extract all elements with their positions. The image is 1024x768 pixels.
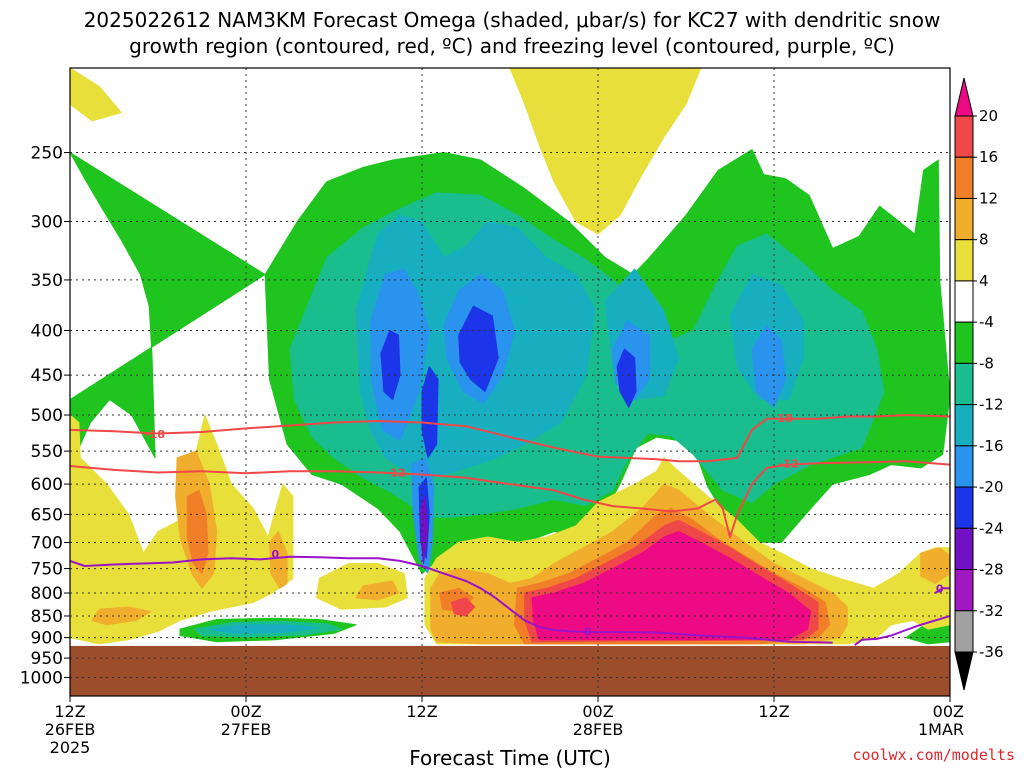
freezing-level-contour (70, 555, 833, 644)
colorbar-seg-3 (954, 197, 974, 241)
xtick-label-60-0: 00Z (933, 702, 964, 721)
ytick-label-600: 600 (31, 475, 63, 495)
colorbar-seg-12 (954, 569, 974, 612)
colorbar-label-12: -32 (979, 602, 1004, 620)
colorbar-seg-11 (954, 527, 974, 571)
colorbar-label-3: 8 (979, 231, 989, 249)
colorbar-seg-13 (954, 610, 974, 653)
ytick-label-400: 400 (31, 322, 63, 342)
ytick-label-300: 300 (31, 213, 63, 233)
colorbar-seg-8 (954, 404, 974, 447)
site-credit: coolwx.com/modelts (852, 746, 1015, 764)
freezing-level-contour-3 (934, 587, 950, 594)
ytick-label-500: 500 (31, 406, 63, 426)
omega-region-4b (70, 68, 122, 122)
chart-title-line-2: growth region (contoured, red, ºC) and f… (129, 34, 895, 58)
colorbar-label-7: -12 (979, 396, 1004, 414)
omega-region-8b (269, 531, 288, 589)
omega-region-20 (531, 531, 812, 641)
colorbar-label-11: -28 (979, 561, 1004, 579)
ytick-label-700: 700 (31, 533, 63, 553)
colorbar-label-1: 16 (979, 148, 998, 166)
colorbar-seg-6 (954, 321, 974, 364)
dendritic-label--18-b: -18 (773, 412, 793, 425)
plot-frame (69, 67, 951, 697)
xtick-label-0-0: 12Z (54, 702, 85, 721)
colorbar-seg-9 (954, 445, 974, 488)
ytick-label-650: 650 (31, 505, 63, 525)
colorbar-label-8: -16 (979, 437, 1004, 455)
dendritic-label--12: -12 (386, 467, 406, 480)
xtick-label-48-0: 12Z (758, 702, 789, 721)
colorbar-seg-1 (954, 115, 974, 158)
dendritic-label--12-b: -12 (779, 457, 799, 470)
colorbar-seg-7 (954, 362, 974, 406)
dendritic-contour--18 (70, 414, 950, 463)
colorbar-seg-2 (954, 156, 974, 199)
colorbar-label-6: -8 (979, 354, 994, 372)
colorbar-label-5: -4 (979, 313, 994, 331)
xtick-label-12-0: 00Z (230, 702, 261, 721)
xtick-label-24-0: 12Z (406, 702, 437, 721)
dendritic-contour--12 (70, 460, 950, 538)
xtick-label-0-1: 26FEB (45, 720, 96, 739)
freezing-level-label: 0 (272, 548, 280, 561)
colorbar: 20 16 12 8 4 -4 -8 -12 -16 -20 -24 -28 -32 -36 (954, 77, 1004, 691)
ytick-label-450: 450 (31, 366, 63, 386)
grid-lines (69, 68, 951, 696)
colorbar-label-13: -36 (979, 643, 1004, 661)
ytick-label-250: 250 (31, 144, 63, 164)
omega-shading (70, 68, 950, 645)
omega-region-8d (355, 580, 399, 601)
freezing-level-label-b: 0 (584, 626, 592, 639)
xtick-label-0-2: 2025 (50, 738, 91, 757)
colorbar-label-0: 20 (979, 107, 998, 125)
omega-region-16 (450, 597, 476, 617)
colorbar-label-10: -24 (979, 519, 1004, 537)
ytick-label-900: 900 (31, 629, 63, 649)
contour-labels: -18 -12 -18 -12 0 0 0 (145, 412, 944, 639)
ytick-label-950: 950 (31, 649, 63, 669)
freezing-level-contour-2 (854, 615, 950, 646)
xtick-label-36-0: 00Z (582, 702, 613, 721)
colorbar-seg-bottom (954, 651, 974, 691)
ytick-label-550: 550 (31, 442, 63, 462)
chart-title-line-1: 2025022612 NAM3KM Forecast Omega (shaded… (84, 8, 941, 32)
xtick-label-36-1: 28FEB (573, 720, 624, 739)
colorbar-seg-10 (954, 486, 974, 529)
colorbar-seg-5 (954, 280, 974, 323)
colorbar-label-2: 12 (979, 189, 998, 207)
ground-surface (70, 645, 950, 696)
omega-region--16d (208, 624, 320, 634)
ytick-label-850: 850 (31, 607, 63, 627)
omega-region--20 (370, 268, 430, 442)
colorbar-seg-4 (954, 239, 974, 282)
contour-lines (70, 414, 950, 646)
omega-region--20d (751, 325, 787, 408)
omega-region-4 (509, 68, 702, 235)
ytick-label-800: 800 (31, 584, 63, 604)
colorbar-label-9: -20 (979, 478, 1004, 496)
omega-region-8c (91, 606, 152, 626)
ytick-label-350: 350 (31, 271, 63, 291)
colorbar-label-4: 4 (979, 272, 989, 290)
below-ground (70, 645, 950, 696)
omega-region--24c (616, 348, 637, 408)
xtick-label-60-1: 1MAR (918, 720, 964, 739)
xtick-label-12-1: 27FEB (221, 720, 272, 739)
pressure-axis: 2503003504004505005506006507007508008509… (20, 144, 70, 689)
freezing-level-label-c: 0 (936, 582, 944, 595)
ytick-label-1000: 1000 (20, 669, 63, 689)
ytick-label-750: 750 (31, 560, 63, 580)
dendritic-label--18: -18 (145, 428, 165, 441)
omega-region-12 (186, 489, 209, 575)
omega-region-8e (920, 547, 950, 584)
x-axis-label: Forecast Time (UTC) (409, 746, 611, 768)
